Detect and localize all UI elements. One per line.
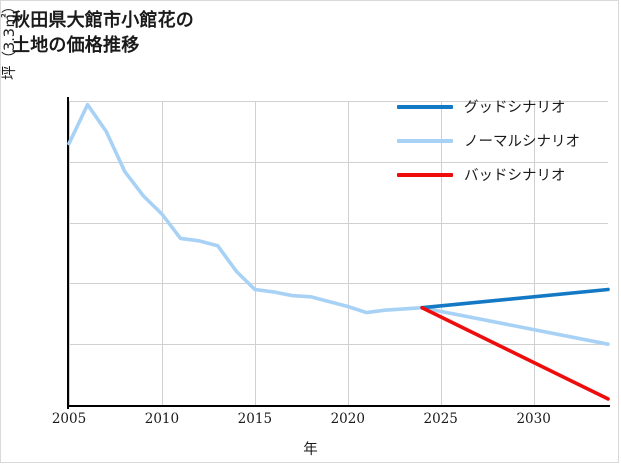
gridline-x — [69, 101, 70, 405]
x-tick-label: 2015 — [237, 411, 273, 427]
legend-swatch-normal-icon — [397, 138, 453, 143]
gridline-x — [161, 101, 163, 405]
x-tick-label: 2005 — [51, 411, 87, 427]
x-tick-label: 2025 — [423, 411, 458, 427]
legend-label-good: グッドシナリオ — [464, 100, 566, 116]
legend-swatch-bad-icon — [397, 172, 453, 177]
gridline-x — [440, 101, 442, 405]
gridline-y — [69, 222, 608, 224]
series-line — [67, 102, 610, 346]
legend-item-bad: バッドシナリオ — [397, 164, 580, 185]
legend-item-normal: ノーマルシナリオ — [397, 130, 580, 151]
gridline-x — [347, 101, 349, 405]
series-lines — [67, 102, 610, 401]
gridline-y — [69, 101, 608, 102]
legend-swatch-good-icon — [397, 104, 453, 109]
x-tick-label: 2030 — [516, 411, 551, 427]
x-tick-label: 2010 — [144, 411, 180, 427]
legend-label-normal: ノーマルシナリオ — [464, 134, 580, 150]
chart-title: 秋田県大館市小館花の 土地の価格推移 — [12, 10, 194, 56]
gridline-y — [69, 283, 608, 285]
gridline-y — [69, 161, 608, 163]
y-axis-line — [67, 97, 69, 409]
plot-area: 4.04.55.05.56.06.5 200520102015202020252… — [52, 97, 610, 427]
gridline-x — [254, 101, 256, 405]
x-axis-line — [67, 405, 610, 407]
y-axis-title: 坪（3.3㎡）単価（万円） — [0, 0, 19, 126]
x-axis-title: 年 — [303, 442, 318, 458]
chart-legend: グッドシナリオ ノーマルシナリオ バッドシナリオ — [397, 96, 580, 185]
legend-label-bad: バッドシナリオ — [464, 168, 566, 184]
gridline-y — [69, 344, 608, 346]
series-line — [420, 305, 610, 401]
gridline-x — [533, 101, 535, 405]
x-tick-label: 2020 — [330, 411, 365, 427]
legend-item-good: グッドシナリオ — [397, 96, 580, 117]
series-line — [420, 287, 610, 310]
